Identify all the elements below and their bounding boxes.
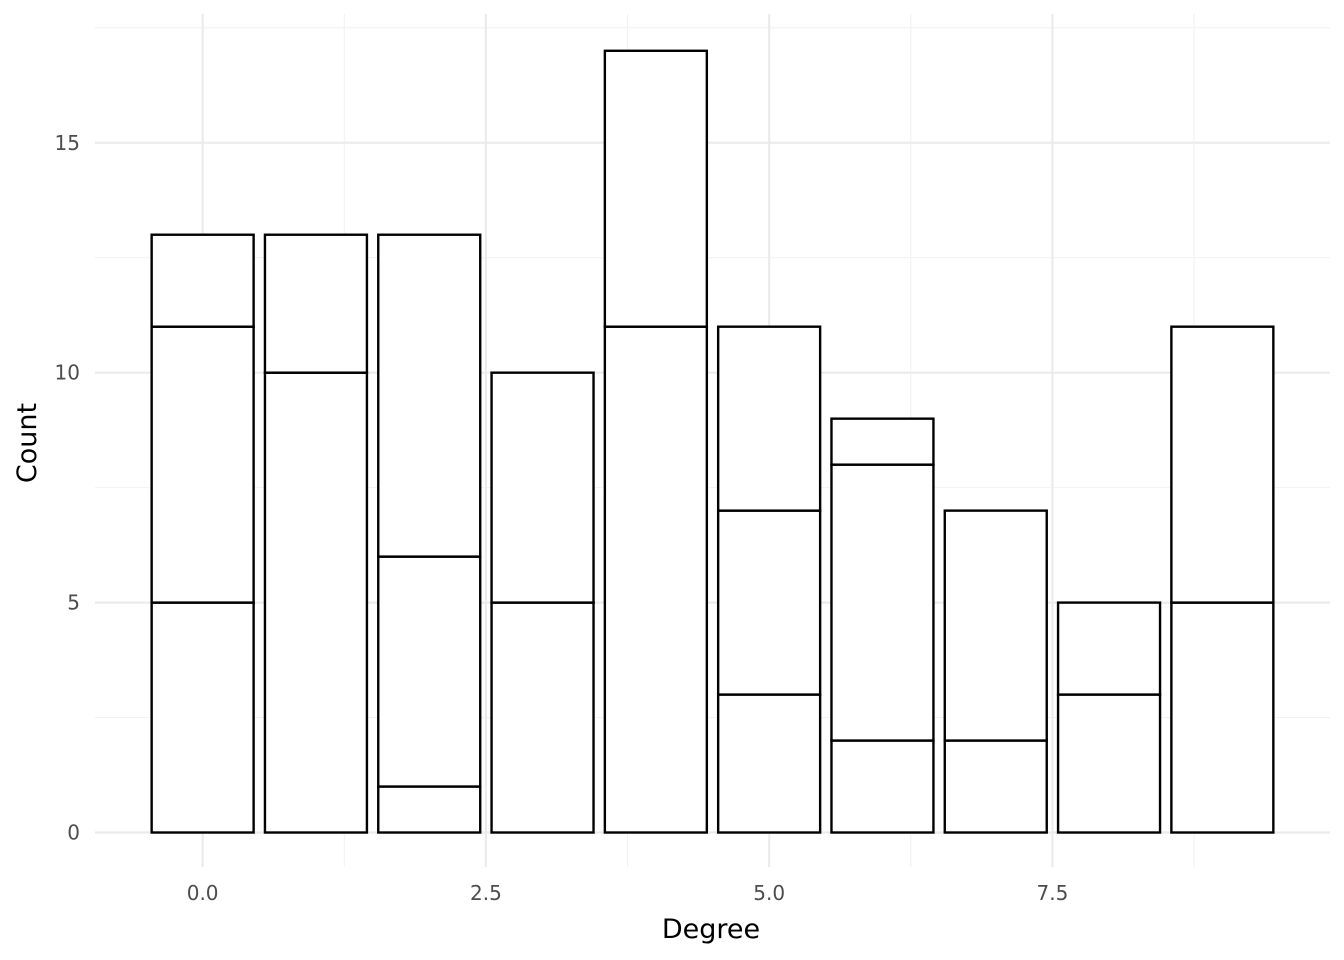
bar-segment <box>830 463 935 742</box>
bar-segment <box>377 555 482 788</box>
bar-segment <box>1056 693 1162 834</box>
y-tick-label: 5 <box>67 591 80 615</box>
bar-segment <box>1170 325 1275 604</box>
bar-stack <box>943 509 1048 834</box>
bar-segment <box>263 371 369 834</box>
bar-segment <box>490 371 595 604</box>
bar-segment <box>943 509 1048 742</box>
bar-segment <box>943 739 1048 834</box>
bar-segment <box>150 325 255 604</box>
x-tick-label: 5.0 <box>753 881 785 905</box>
bars <box>150 49 1275 834</box>
bar-segment <box>603 49 709 328</box>
bar-segment <box>150 233 255 328</box>
bar-stack <box>490 371 595 834</box>
x-axis-tick-labels: 0.0 2.5 5.0 7.5 <box>187 881 1069 905</box>
bar-segment <box>716 325 822 512</box>
bar-stack <box>830 417 935 834</box>
x-axis-title: Degree <box>662 914 760 945</box>
y-axis-tick-labels: 0 5 10 15 <box>55 131 80 845</box>
bar-segment <box>263 233 369 374</box>
x-tick-label: 2.5 <box>470 881 502 905</box>
bar-segment <box>377 785 482 834</box>
x-tick-label: 7.5 <box>1037 881 1069 905</box>
bar-segment <box>150 601 255 834</box>
bar-stack <box>1170 325 1275 834</box>
bar-stack <box>263 233 369 834</box>
bar-stack <box>377 233 482 834</box>
bar-segment <box>377 233 482 558</box>
bar-segment <box>1170 601 1275 834</box>
bar-segment <box>490 601 595 834</box>
bar-segment <box>830 417 935 466</box>
bar-stack <box>716 325 822 834</box>
x-tick-label: 0.0 <box>187 881 219 905</box>
y-axis-title: Count <box>12 403 43 483</box>
y-tick-label: 15 <box>55 131 80 155</box>
y-tick-label: 0 <box>67 821 80 845</box>
y-tick-label: 10 <box>55 361 80 385</box>
bar-segment <box>1056 601 1162 696</box>
bar-stack <box>1056 601 1162 834</box>
bar-stack <box>603 49 709 834</box>
bar-segment <box>603 325 709 834</box>
bar-segment <box>716 509 822 696</box>
bar-segment <box>716 693 822 834</box>
bar-segment <box>830 739 935 834</box>
bar-stack <box>150 233 255 834</box>
